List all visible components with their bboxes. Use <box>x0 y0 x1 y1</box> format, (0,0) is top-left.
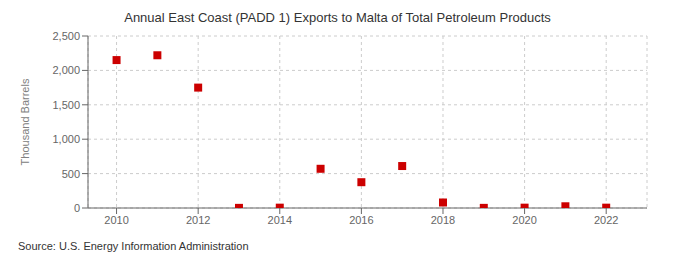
svg-text:2014: 2014 <box>268 214 292 226</box>
svg-text:Thousand Barrels: Thousand Barrels <box>19 78 31 165</box>
svg-text:1,500: 1,500 <box>52 99 80 111</box>
svg-text:2018: 2018 <box>431 214 455 226</box>
svg-text:500: 500 <box>62 168 80 180</box>
svg-text:0: 0 <box>74 202 80 214</box>
html-text:Source: U.S. Energy Informatio: Source: U.S. Energy Information Administ… <box>18 240 249 252</box>
svg-text:2016: 2016 <box>349 214 373 226</box>
svg-text:2022: 2022 <box>594 214 618 226</box>
svg-text:2010: 2010 <box>104 214 128 226</box>
svg-text:2020: 2020 <box>512 214 536 226</box>
svg-text:2,500: 2,500 <box>52 30 80 42</box>
svg-text:1,000: 1,000 <box>52 133 80 145</box>
svg-text:2012: 2012 <box>186 214 210 226</box>
svg-text:2,000: 2,000 <box>52 64 80 76</box>
html-text:Annual East Coast (PADD 1) Exp: Annual East Coast (PADD 1) Exports to Ma… <box>124 10 551 25</box>
